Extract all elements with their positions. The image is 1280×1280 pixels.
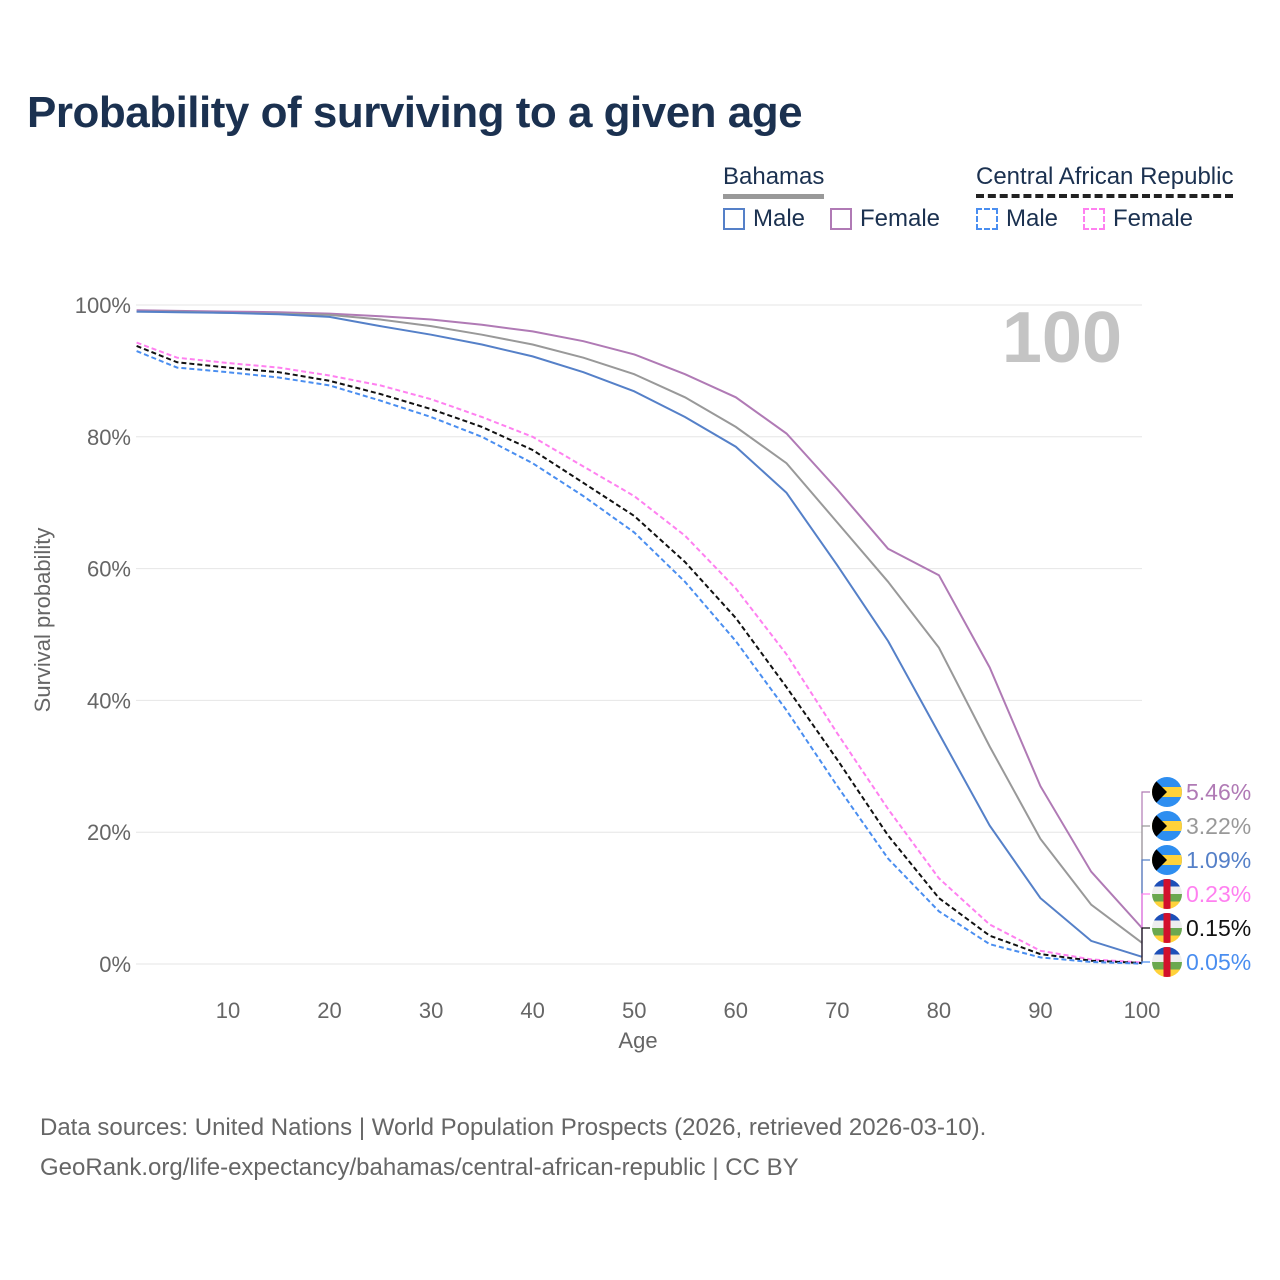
source-line: Data sources: United Nations | World Pop… xyxy=(40,1114,987,1141)
legend-swatch xyxy=(723,208,745,230)
x-tick-label: 30 xyxy=(419,998,443,1023)
x-tick-label: 20 xyxy=(317,998,341,1023)
flag-triangle xyxy=(1152,811,1167,841)
chart-title: Probability of surviving to a given age xyxy=(27,88,803,137)
series-line xyxy=(136,350,1143,965)
series-line xyxy=(136,344,1143,964)
legend-group-car: Central African Republic xyxy=(976,163,1234,198)
flag-stripe xyxy=(1163,947,1171,977)
series-line xyxy=(136,309,1143,929)
series-line xyxy=(136,310,1143,958)
legend-label: Female xyxy=(860,205,941,232)
flag-body xyxy=(1152,879,1182,909)
flag-body xyxy=(1152,947,1182,977)
y-tick-label: 20% xyxy=(87,820,131,845)
leader-line xyxy=(1141,825,1150,943)
flag-body xyxy=(1152,777,1182,807)
flag-body xyxy=(1152,811,1182,841)
car-flag-icon xyxy=(1152,913,1182,943)
legend-label: Male xyxy=(753,205,806,232)
series-line xyxy=(136,341,1143,964)
leader-line xyxy=(1141,961,1150,964)
end-value-label: 1.09% xyxy=(1186,847,1251,873)
x-tick-label: 70 xyxy=(825,998,849,1023)
end-value-label: 0.23% xyxy=(1186,881,1251,907)
car-flag-icon xyxy=(1152,947,1182,977)
flag-triangle xyxy=(1152,777,1167,807)
flag-body xyxy=(1152,845,1182,875)
legend-swatch xyxy=(976,208,998,230)
source-note: Data sources: United Nations | World Pop… xyxy=(40,1108,986,1188)
y-tick-label: 60% xyxy=(87,557,131,582)
bahamas-flag-icon xyxy=(1152,845,1182,875)
y-tick-label: 80% xyxy=(87,425,131,450)
x-tick-label: 10 xyxy=(216,998,240,1023)
bahamas-flag-icon xyxy=(1152,777,1182,807)
end-value-label: 5.46% xyxy=(1186,779,1251,805)
legend-car-male[interactable]: Male xyxy=(976,205,1058,233)
leader-line xyxy=(1141,859,1150,957)
x-axis-label: Age xyxy=(618,1028,657,1053)
source-link[interactable]: GeoRank.org/life-expectancy/bahamas/cent… xyxy=(40,1154,799,1181)
end-value-label: 3.22% xyxy=(1186,813,1251,839)
x-tick-label: 40 xyxy=(520,998,544,1023)
end-value-label: 0.15% xyxy=(1186,915,1251,941)
legend-bahamas-female[interactable]: Female xyxy=(830,205,940,233)
bahamas-flag-icon xyxy=(1152,811,1182,841)
legend-car-female[interactable]: Female xyxy=(1083,205,1193,233)
y-tick-label: 0% xyxy=(99,952,131,977)
legend-group-bahamas: Bahamas xyxy=(723,163,825,199)
y-axis-label: Survival probability xyxy=(30,528,55,713)
flag-stripe xyxy=(1163,913,1171,943)
y-tick-label: 40% xyxy=(87,688,131,713)
legend-label: Male xyxy=(1006,205,1059,232)
legend-bahamas-male[interactable]: Male xyxy=(723,205,805,233)
end-value-label: 0.05% xyxy=(1186,949,1251,975)
x-tick-label: 90 xyxy=(1028,998,1052,1023)
flag-triangle xyxy=(1152,845,1167,875)
x-tick-label: 60 xyxy=(724,998,748,1023)
flag-body xyxy=(1152,913,1182,943)
legend-swatch xyxy=(1083,208,1105,230)
leader-line xyxy=(1141,927,1150,964)
legend-swatch xyxy=(830,208,852,230)
flag-stripe xyxy=(1163,879,1171,909)
age-badge: 100 xyxy=(1002,298,1122,378)
series-line xyxy=(136,310,1143,944)
x-tick-label: 80 xyxy=(927,998,951,1023)
legend-label: Female xyxy=(1113,205,1194,232)
x-tick-label: 50 xyxy=(622,998,646,1023)
y-tick-label: 100% xyxy=(75,293,131,318)
survival-chart: 0%20%40%60%80%100%10 20 30 40 50 60 70 80 90 100 … xyxy=(30,293,1251,1053)
x-tick-label: 100 xyxy=(1124,998,1161,1023)
car-flag-icon xyxy=(1152,879,1182,909)
